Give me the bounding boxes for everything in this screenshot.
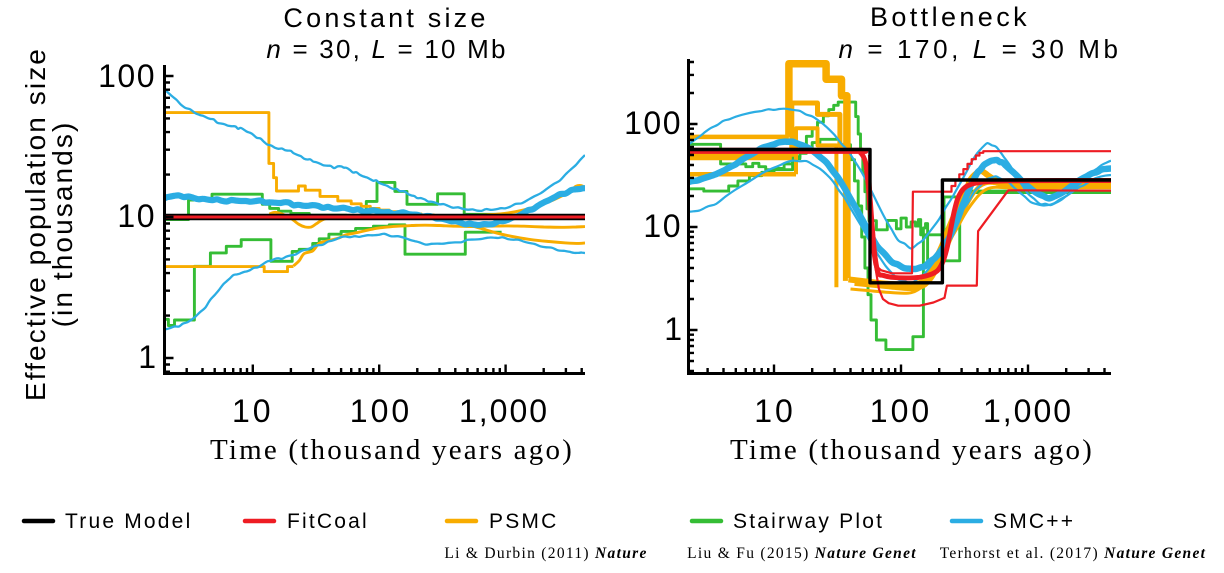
svg-text:100: 100 [98, 58, 156, 94]
svg-text:PSMC: PSMC [489, 510, 558, 533]
svg-text:SMC++: SMC++ [993, 510, 1075, 533]
svg-text:Time (thousand years ago): Time (thousand years ago) [210, 434, 574, 466]
svg-text:FitCoal: FitCoal [287, 510, 369, 533]
svg-text:Terhorst et al. (2017) Nature: Terhorst et al. (2017) Nature Genet [940, 545, 1207, 562]
svg-text:n = 170, L = 30 Mb: n = 170, L = 30 Mb [838, 34, 1121, 64]
svg-text:100: 100 [870, 393, 932, 429]
svg-text:100: 100 [350, 393, 412, 429]
svg-text:10: 10 [232, 393, 274, 429]
svg-text:n = 30, L = 10 Mb: n = 30, L = 10 Mb [266, 34, 507, 64]
svg-text:1,000: 1,000 [459, 393, 549, 429]
svg-text:Stairway Plot: Stairway Plot [733, 510, 884, 533]
svg-text:1,000: 1,000 [983, 393, 1073, 429]
svg-text:True Model: True Model [65, 510, 192, 533]
svg-text:Constant size: Constant size [283, 3, 488, 33]
svg-text:Bottleneck: Bottleneck [870, 2, 1030, 32]
svg-text:10: 10 [117, 198, 156, 234]
svg-text:10: 10 [643, 208, 682, 244]
svg-text:100: 100 [624, 105, 682, 141]
svg-text:Liu & Fu (2015) Nature Genet: Liu & Fu (2015) Nature Genet [687, 545, 917, 562]
svg-text:10: 10 [754, 393, 796, 429]
svg-text:1: 1 [138, 339, 156, 375]
svg-text:Effective population size: Effective population size [20, 47, 51, 401]
svg-text:Li & Durbin (2011) Nature: Li & Durbin (2011) Nature [444, 545, 647, 562]
svg-text:(in thousands): (in thousands) [47, 121, 78, 328]
svg-text:Time (thousand years ago): Time (thousand years ago) [730, 434, 1094, 466]
svg-text:1: 1 [664, 311, 682, 347]
